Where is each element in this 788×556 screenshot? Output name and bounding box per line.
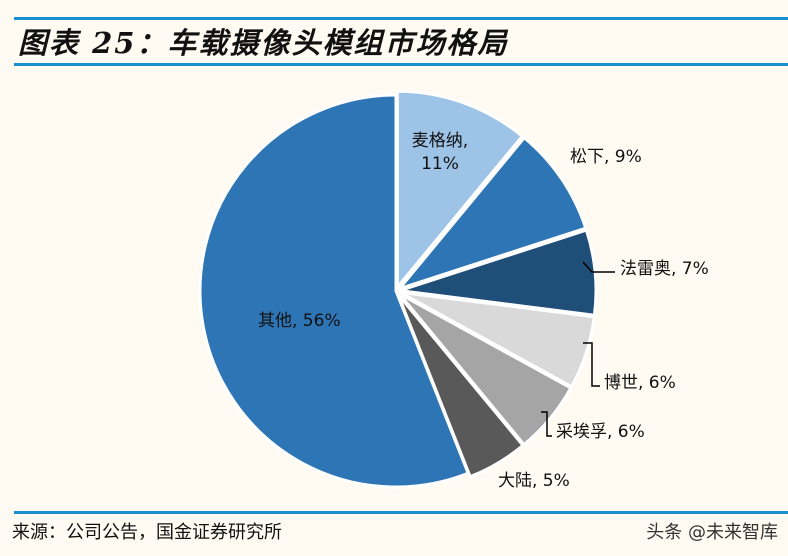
pie-slice-麦格纳 <box>395 89 525 292</box>
pie-slice-博世 <box>399 290 596 389</box>
data-label: 采埃孚, 6% <box>556 422 645 442</box>
pie-slice-其他 <box>198 93 471 489</box>
leader-line <box>582 261 615 273</box>
watermark: 头条 @未来智库 <box>646 522 778 543</box>
data-label: 法雷奥, 7% <box>620 259 709 279</box>
pie-slice-大陆 <box>396 293 526 479</box>
data-label: 其他, 56% <box>258 311 341 331</box>
title-bottom-rule <box>14 63 788 66</box>
leader-line <box>583 342 600 387</box>
data-label-value: 11% <box>421 154 459 174</box>
data-label: 麦格纳, <box>412 131 468 151</box>
data-label: 博世, 6% <box>604 373 676 393</box>
chart-title: 图表 25：车载摄像头模组市场格局 <box>18 26 509 60</box>
leader-line <box>541 411 552 437</box>
footer-rule <box>14 511 788 514</box>
data-label: 大陆, 5% <box>498 471 570 491</box>
pie-slice-松下 <box>394 135 588 292</box>
data-label: 松下, 9% <box>570 147 642 167</box>
source-note: 来源：公司公告，国金证券研究所 <box>12 522 282 543</box>
title-top-rule <box>14 17 788 20</box>
